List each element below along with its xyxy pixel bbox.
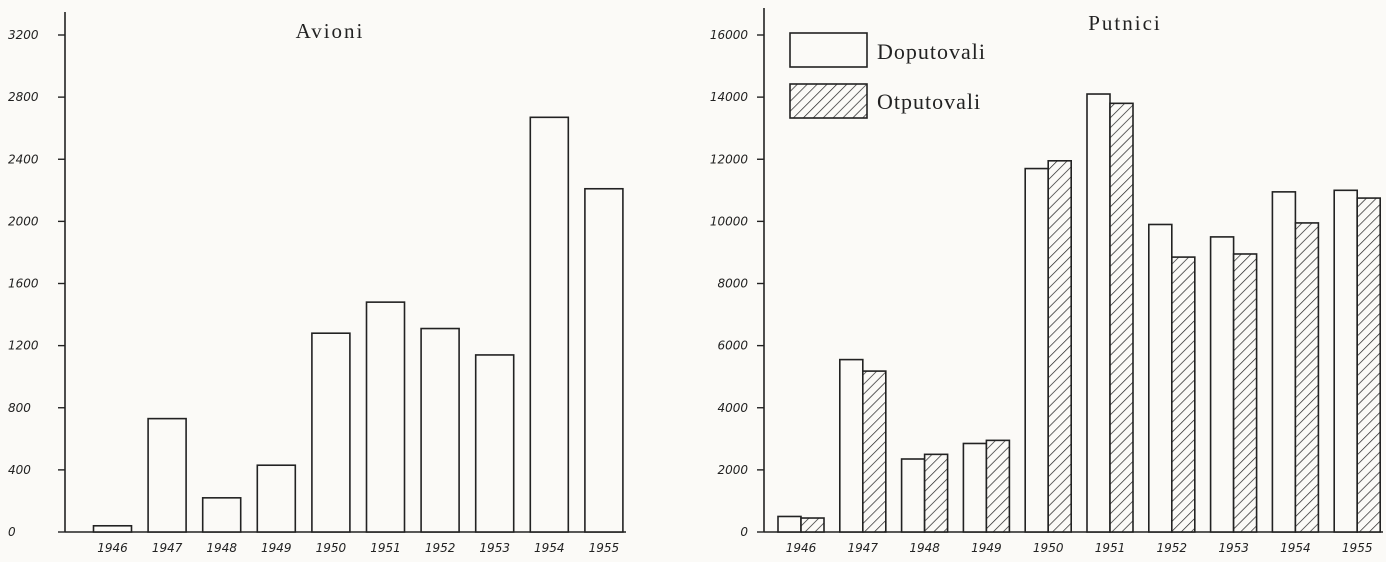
avioni-bar	[92, 524, 133, 533]
putnici-bar-doputovali	[1148, 223, 1173, 533]
left-chart-title: Avioni	[296, 19, 365, 43]
left-x-tick-label: 1954	[534, 541, 565, 555]
avioni-bar	[365, 301, 406, 533]
putnici-bar-doputovali	[1024, 167, 1049, 533]
left-y-tick-label: 3200	[8, 28, 39, 42]
left-y-tick-label: 800	[8, 401, 31, 415]
putnici-chart: Putnici 0 2000 4000 6000 8000 10000 12000 14000…	[710, 8, 1383, 555]
avioni-bar	[201, 497, 242, 533]
right-x-tick-label: 1952	[1157, 541, 1188, 555]
right-y-tick-label: 8000	[717, 277, 748, 291]
right-y-tick-label: 0	[740, 525, 748, 539]
left-x-tick-label: 1951	[370, 541, 401, 555]
right-x-tick-label: 1950	[1033, 541, 1064, 555]
left-y-tick-label: 0	[8, 525, 16, 539]
legend-label-doputovali: Doputovali	[877, 39, 986, 64]
right-x-tick-label: 1948	[909, 541, 940, 555]
right-x-tick-label: 1949	[971, 541, 1002, 555]
avioni-bar	[584, 187, 624, 533]
putnici-bar-doputovali	[1271, 191, 1297, 533]
right-x-tick-label: 1954	[1280, 541, 1311, 555]
left-x-tick-label: 1947	[152, 541, 183, 555]
left-x-tick-label: 1952	[425, 541, 456, 555]
legend-swatch-otputovali	[789, 83, 868, 119]
right-y-tick-label: 12000	[710, 152, 749, 166]
right-x-tick-label: 1951	[1095, 541, 1126, 555]
right-chart-title: Putnici	[1088, 11, 1162, 35]
left-y-tick-label: 400	[8, 463, 31, 477]
avioni-bar	[147, 417, 187, 533]
right-x-tick-label: 1946	[786, 541, 817, 555]
legend-label-otputovali: Otputovali	[877, 89, 981, 114]
avioni-bar	[420, 327, 460, 533]
left-y-tick-label: 1200	[8, 339, 39, 353]
putnici-bar-otputovali	[923, 453, 949, 533]
avioni-chart: Avioni 0 400 800 1200 1600 2000 2400 2800 3200 1…	[8, 12, 626, 555]
putnici-bar-otputovali	[1109, 102, 1134, 533]
right-y-tick-label: 4000	[717, 401, 748, 415]
left-x-tick-label: 1955	[589, 541, 620, 555]
right-y-tick-label: 10000	[710, 214, 749, 228]
right-y-tick-label: 6000	[717, 339, 748, 353]
right-y-tick-label: 16000	[710, 28, 749, 42]
right-x-tick-label: 1955	[1342, 541, 1373, 555]
left-y-tick-label: 2000	[8, 214, 39, 228]
right-y-tick-label: 14000	[710, 90, 749, 104]
avioni-bar	[311, 332, 351, 533]
putnici-bar-doputovali	[1209, 236, 1235, 533]
putnici-bar-otputovali	[861, 370, 887, 533]
avioni-bar	[474, 354, 515, 533]
putnici-bar-otputovali	[1047, 160, 1072, 533]
putnici-bar-doputovali	[838, 358, 864, 533]
left-y-tick-label: 2400	[8, 152, 39, 166]
putnici-bar-otputovali	[1232, 253, 1258, 533]
avioni-bar	[529, 116, 570, 533]
left-x-tick-label: 1946	[97, 541, 128, 555]
legend: Doputovali Otputovali	[789, 32, 986, 119]
putnici-bar-otputovali	[1171, 256, 1196, 533]
putnici-bar-otputovali	[800, 517, 825, 533]
putnici-bar-otputovali	[1294, 222, 1320, 533]
putnici-bar-doputovali	[900, 458, 926, 533]
right-x-tick-label: 1947	[848, 541, 879, 555]
avioni-bar	[256, 464, 297, 533]
right-y-tick-label: 2000	[717, 463, 748, 477]
left-y-tick-label: 1600	[8, 277, 39, 291]
left-y-tick-label: 2800	[8, 90, 39, 104]
left-x-tick-label: 1949	[261, 541, 292, 555]
legend-swatch-doputovali	[789, 32, 868, 68]
left-x-tick-label: 1950	[316, 541, 347, 555]
left-x-tick-label: 1953	[479, 541, 510, 555]
putnici-bar-doputovali	[1086, 93, 1111, 533]
right-x-tick-label: 1953	[1218, 541, 1249, 555]
putnici-bar-otputovali	[985, 439, 1011, 533]
putnici-bar-doputovali	[777, 515, 802, 533]
putnici-bar-otputovali	[1356, 197, 1381, 533]
putnici-bar-doputovali	[962, 442, 988, 533]
left-x-tick-label: 1948	[206, 541, 237, 555]
putnici-bar-doputovali	[1333, 189, 1358, 533]
